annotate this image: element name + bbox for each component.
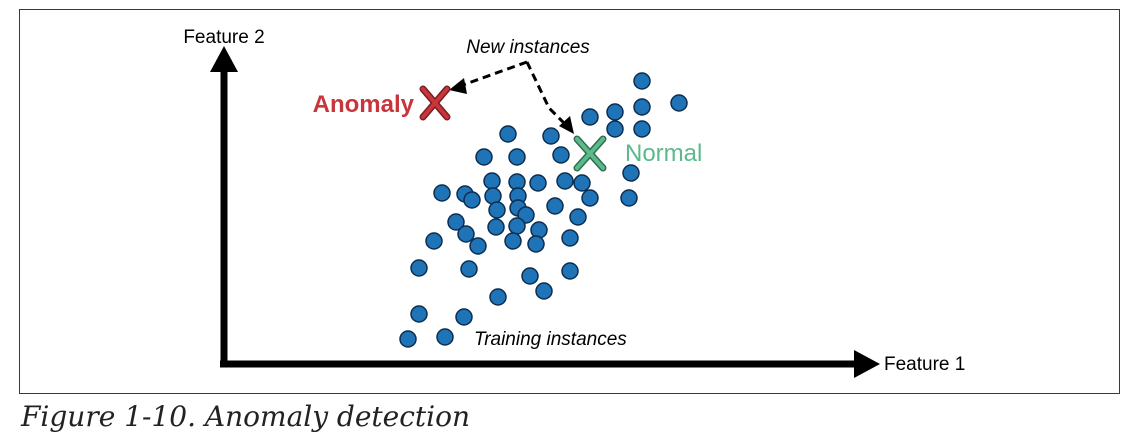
training-instance-point [620,189,638,207]
training-instance-point [622,164,640,182]
training-instance-point [561,262,579,280]
training-instance-point [410,305,428,323]
training-instance-point [425,232,443,250]
training-instance-point [457,225,475,243]
x-axis-arrowhead [854,350,880,378]
training-instance-point [546,197,564,215]
anomaly-detection-diagram: Feature 2 Feature 1 New instances Anomal… [183,27,965,378]
training-instance-point [521,267,539,285]
training-instance-point [436,328,454,346]
training-instances-label: Training instances [474,329,627,350]
anomaly-label: Anomaly [313,91,415,118]
training-instance-point [487,218,505,236]
training-instance-point [488,201,506,219]
training-instance-point [460,260,478,278]
training-instance-point [670,94,688,112]
training-instance-point [529,174,547,192]
arrow-to-normal [525,61,568,127]
figure-frame [19,9,1120,394]
training-instance-point [483,172,501,190]
arrow-to-anomaly [459,60,528,88]
training-instance-point [489,288,507,306]
anomaly-marker-icon [419,85,451,121]
arrowhead-anomaly [449,78,467,94]
arrowhead-normal [559,116,574,134]
training-instance-point [542,127,560,145]
training-instance-point [633,98,651,116]
training-instance-point [530,221,548,239]
training-instance-point [508,148,526,166]
normal-marker-icon [573,135,607,172]
y-axis-arrowhead [210,46,238,72]
training-instance-point [573,174,591,192]
training-instance-point [569,208,587,226]
training-instance-point [447,213,465,231]
x-axis-label: Feature 1 [884,354,965,375]
training-instance-point [606,120,624,138]
training-instance-point [508,217,526,235]
y-axis-label: Feature 2 [183,27,264,48]
training-instance-point [581,189,599,207]
training-instance-point [410,259,428,277]
training-instance-point [463,191,481,209]
training-points [399,72,688,348]
training-instance-point [499,125,517,143]
training-instance-point [556,172,574,190]
training-instance-point [633,72,651,90]
training-instance-point [561,229,579,247]
training-instance-point [433,184,451,202]
training-instance-point [552,146,570,164]
training-instance-point [455,308,473,326]
axes [210,46,880,378]
training-instance-point [535,282,553,300]
training-instance-point [469,237,487,255]
figure-caption: Figure 1-10. Anomaly detection [21,400,471,433]
training-instance-point [399,330,417,348]
training-instance-point [527,235,545,253]
training-instance-point [504,232,522,250]
training-instance-point [475,148,493,166]
new-instances-arrows [449,60,574,134]
training-instance-point [606,103,624,121]
normal-label: Normal [625,140,702,167]
new-instances-label: New instances [466,37,590,58]
training-instance-point [581,108,599,126]
training-instance-point [633,120,651,138]
